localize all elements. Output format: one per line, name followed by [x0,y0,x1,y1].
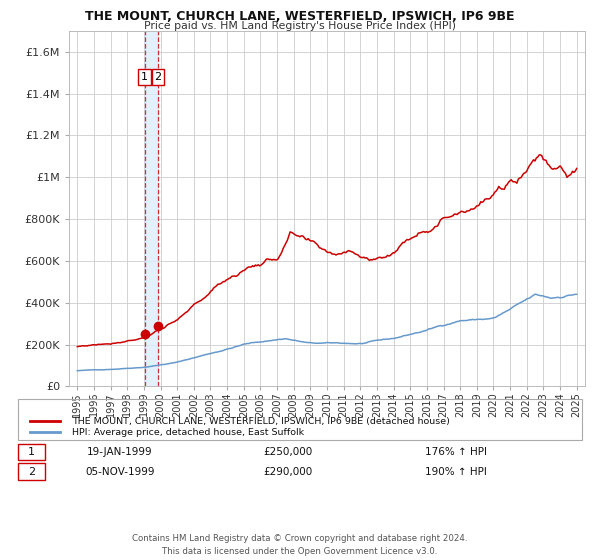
Text: HPI: Average price, detached house, East Suffolk: HPI: Average price, detached house, East… [72,428,304,437]
Text: THE MOUNT, CHURCH LANE, WESTERFIELD, IPSWICH, IP6 9BE (detached house): THE MOUNT, CHURCH LANE, WESTERFIELD, IPS… [72,417,450,426]
Text: £250,000: £250,000 [263,447,313,457]
Bar [145,31,158,386]
Text: THE MOUNT, CHURCH LANE, WESTERFIELD, IPSWICH, IP6 9BE: THE MOUNT, CHURCH LANE, WESTERFIELD, IPS… [85,10,515,23]
Text: 2: 2 [154,72,161,82]
Text: £290,000: £290,000 [263,466,313,477]
Text: 2: 2 [28,466,35,477]
Text: 1: 1 [141,72,148,82]
Text: 19-JAN-1999: 19-JAN-1999 [87,447,153,457]
Text: 176% ↑ HPI: 176% ↑ HPI [425,447,487,457]
Text: 1: 1 [28,447,35,457]
Text: Price paid vs. HM Land Registry's House Price Index (HPI): Price paid vs. HM Land Registry's House … [144,21,456,31]
Text: 190% ↑ HPI: 190% ↑ HPI [425,466,487,477]
Text: 05-NOV-1999: 05-NOV-1999 [85,466,155,477]
Text: Contains HM Land Registry data © Crown copyright and database right 2024.
This d: Contains HM Land Registry data © Crown c… [132,534,468,556]
